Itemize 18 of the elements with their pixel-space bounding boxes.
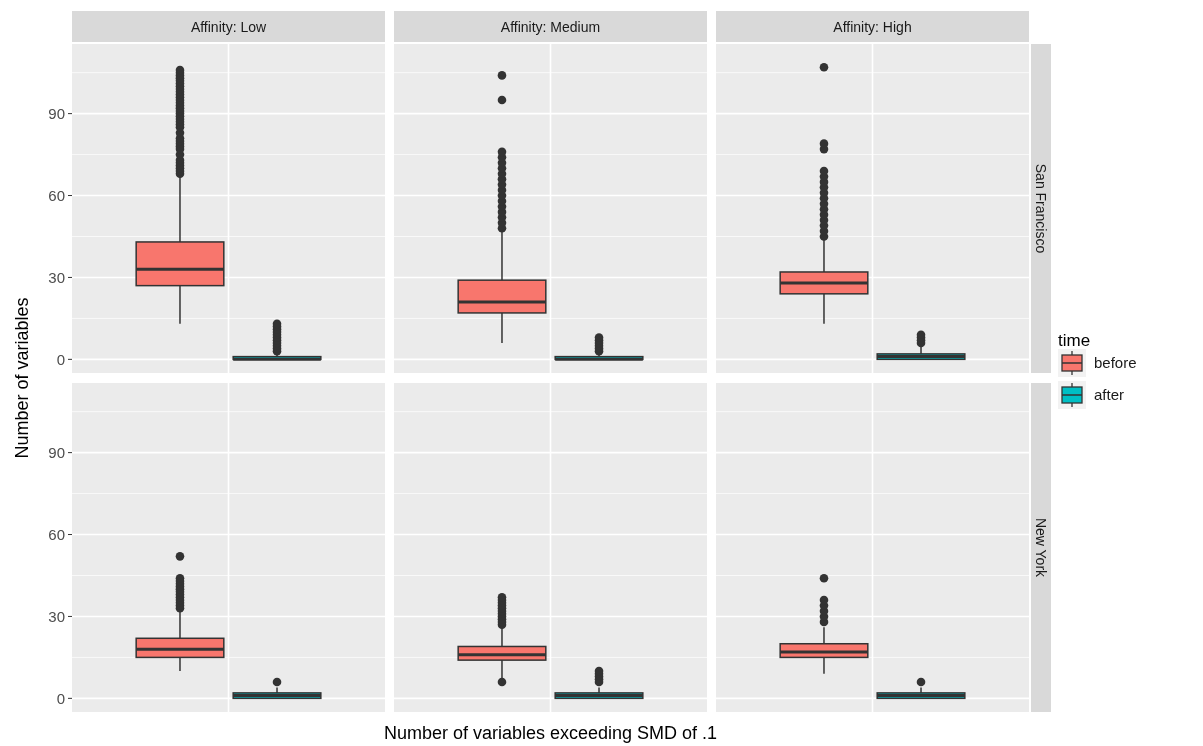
x-tick-label: Affinity: High — [833, 18, 912, 35]
y-tick-label: 30 — [48, 268, 65, 286]
annotation: San Francisco — [1033, 163, 1050, 254]
y-tick-label: 90 — [48, 443, 65, 461]
x-axis-title: Number of variables exceeding SMD of .1 — [383, 723, 718, 744]
legend-label: after — [1094, 386, 1125, 404]
y-tick-label: 30 — [48, 607, 65, 625]
y-tick-label: 60 — [48, 186, 65, 204]
y-tick-label: 0 — [56, 689, 65, 707]
legend-label: before — [1094, 354, 1137, 372]
x-tick-label: Affinity: Low — [190, 18, 267, 35]
annotation: New York — [1033, 517, 1050, 579]
y-tick-label: 60 — [48, 525, 65, 543]
y-tick-label: 0 — [56, 350, 65, 368]
y-tick-label: 90 — [48, 104, 65, 122]
legend-title: time — [1058, 330, 1091, 350]
y-axis-title: Number of variables — [12, 297, 33, 459]
x-tick-label: Affinity: Medium — [500, 18, 601, 35]
